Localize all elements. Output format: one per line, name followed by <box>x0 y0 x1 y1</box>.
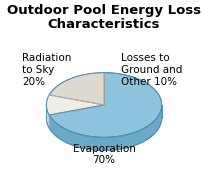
Text: Radiation
to Sky
20%: Radiation to Sky 20% <box>22 54 71 87</box>
Text: Outdoor Pool Energy Loss
Characteristics: Outdoor Pool Energy Loss Characteristics <box>7 4 201 31</box>
Polygon shape <box>46 95 104 115</box>
Polygon shape <box>46 105 49 128</box>
Text: Losses to
Ground and
Other 10%: Losses to Ground and Other 10% <box>121 54 183 87</box>
Polygon shape <box>49 73 162 137</box>
Text: Evaporation
70%: Evaporation 70% <box>73 144 135 165</box>
Polygon shape <box>49 104 162 150</box>
Polygon shape <box>46 86 162 150</box>
Polygon shape <box>49 73 104 105</box>
